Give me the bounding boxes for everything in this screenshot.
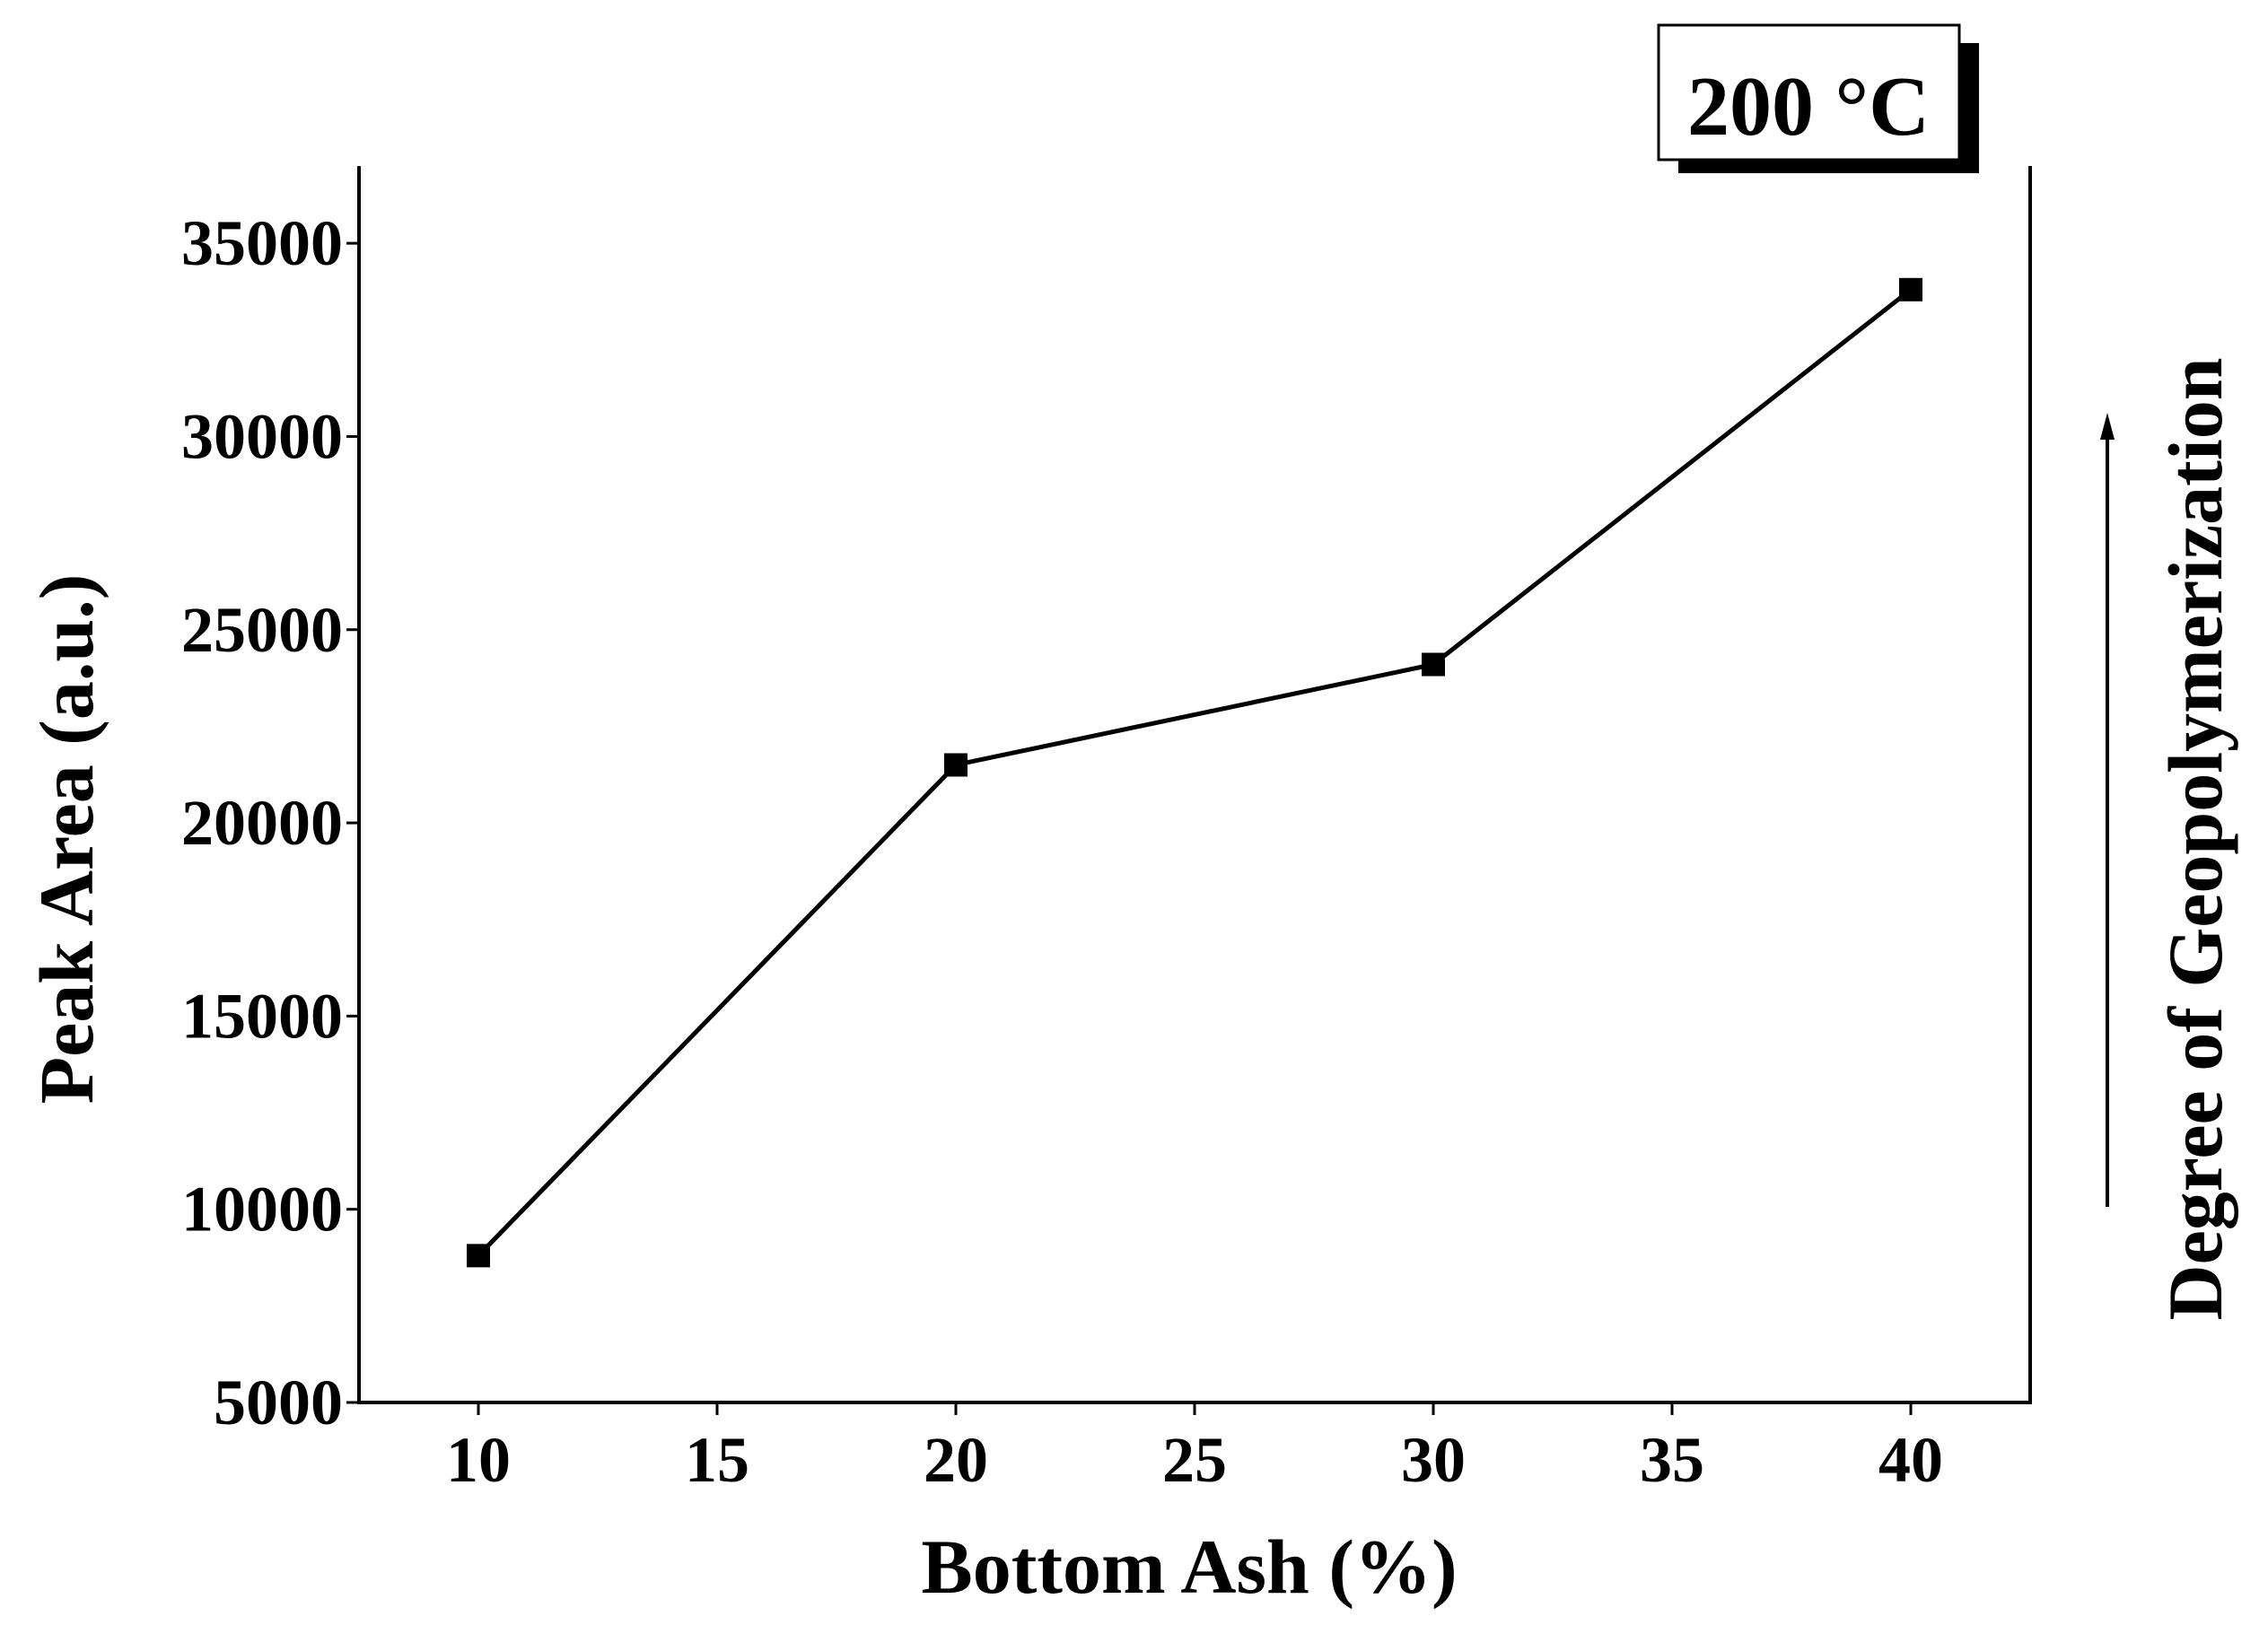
y-tick-label: 5000 <box>214 1367 343 1438</box>
series-polyline <box>477 287 1913 1258</box>
y-axis-title: Peak Area (a.u.) <box>23 574 109 1105</box>
geopolymerization-indicator: Degree of Geopolymerization <box>2100 357 2238 1321</box>
data-point-square <box>1422 652 1445 677</box>
data-point-square <box>467 1244 490 1268</box>
y-tick-label: 35000 <box>181 207 343 279</box>
axes <box>357 166 2032 1404</box>
x-tick-label: 25 <box>1162 1424 1227 1496</box>
x-tick-label: 30 <box>1401 1424 1466 1496</box>
y-tick-label: 20000 <box>181 787 343 859</box>
data-point-square <box>944 753 968 777</box>
y-tick-label: 15000 <box>181 980 343 1052</box>
data-points <box>467 277 1922 1268</box>
side-label: Degree of Geopolymerization <box>2152 357 2238 1320</box>
x-tick-label: 35 <box>1640 1424 1704 1496</box>
data-point-square <box>1899 277 1922 301</box>
temperature-label-box: 200 °C <box>1657 23 1979 173</box>
tick-marks: 5000 10000 15000 20000 25000 30000 35000 10 15 20… <box>181 207 1943 1496</box>
series-line <box>477 287 1913 1258</box>
arrow-up-icon <box>2100 413 2115 440</box>
x-tick-label: 15 <box>685 1424 749 1496</box>
y-tick-label: 25000 <box>181 594 343 666</box>
x-tick-label: 10 <box>446 1424 511 1496</box>
x-axis-title: Bottom Ash (%) <box>921 1524 1457 1610</box>
temperature-label: 200 °C <box>1687 60 1930 153</box>
y-tick-label: 10000 <box>181 1174 343 1245</box>
y-tick-label: 30000 <box>181 400 343 472</box>
x-tick-label: 40 <box>1878 1424 1943 1496</box>
temperature-box <box>1657 23 1961 162</box>
x-tick-label: 20 <box>924 1424 988 1496</box>
